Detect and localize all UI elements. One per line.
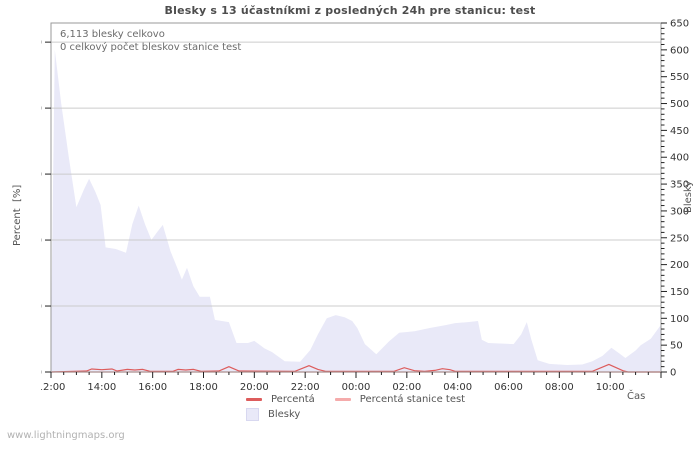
x-tick-label: 10:00 (596, 382, 625, 393)
y-right-tick-label: 300 (670, 206, 689, 217)
y-left-tick-label: 80 (41, 104, 42, 115)
y-left-tick-label: 0 (41, 368, 42, 379)
x-tick-label: 08:00 (545, 382, 574, 393)
y-right-axis-title: Blesky (683, 180, 694, 213)
x-tick-label: 00:00 (342, 382, 371, 393)
y-right-tick-label: 650 (670, 19, 689, 30)
y-right-tick-label: 350 (670, 180, 689, 191)
percenta-line-swatch (246, 398, 262, 401)
y-right-tick-label: 400 (670, 153, 689, 164)
y-left-tick-label: 20 (41, 302, 42, 313)
legend-item-percenta-stanice: Percentá stanice test (334, 394, 466, 405)
legend-label-blesky: Blesky (268, 409, 301, 420)
x-tick-label: 04:00 (443, 382, 472, 393)
x-tick-label: 06:00 (494, 382, 523, 393)
watermark-link: www.lightningmaps.org (7, 430, 125, 441)
legend-row-2: Blesky (246, 408, 300, 421)
x-tick-label: 18:00 (189, 382, 218, 393)
y-left-tick-label: 60 (41, 170, 42, 181)
y-left-tick-label: 100 (41, 38, 42, 49)
blesky-area-swatch (246, 408, 259, 421)
x-tick-label: 22:00 (291, 382, 320, 393)
legend-item-percenta: Percentá (246, 394, 315, 405)
legend-row-1: Percentá Percentá stanice test (246, 394, 465, 405)
y-left-axis-title: Percent [%] (12, 184, 23, 246)
x-axis-title: Čas (627, 391, 646, 402)
y-right-tick-label: 500 (670, 99, 689, 110)
x-tick-label: 20:00 (240, 382, 269, 393)
plot-svg: 0 20 40 60 80 100 0 50 100 150 200 250 300 350 400 450 5… (41, 19, 689, 394)
x-tick-label: 14:00 (87, 382, 116, 393)
y-right-tick-label: 100 (670, 314, 689, 325)
y-right-tick-label: 200 (670, 260, 689, 271)
chart-title: Blesky s 13 účastníkmi z posledných 24h … (164, 4, 536, 17)
x-tick-label: 02:00 (392, 382, 421, 393)
chart-annotations: 6,113 blesky celkovo 0 celkový počet ble… (60, 28, 241, 54)
x-tick-label: 16:00 (138, 382, 167, 393)
y-left-tick-label: 40 (41, 236, 42, 247)
percenta-line-series (50, 363, 661, 373)
legend-label-percenta: Percentá (271, 394, 315, 405)
legend-label-percenta-stanice: Percentá stanice test (359, 394, 466, 405)
station-total-annotation: 0 celkový počet bleskov stanice test (60, 42, 242, 53)
y-right-tick-label: 0 (670, 368, 676, 379)
legend-item-blesky: Blesky (246, 408, 300, 421)
y-right-tick-label: 450 (670, 126, 689, 137)
total-lightning-annotation: 6,113 blesky celkovo (60, 29, 165, 40)
percenta-stanice-line-swatch (334, 398, 351, 401)
y-right-tick-label: 150 (670, 287, 689, 298)
x-tick-label: 12:00 (41, 382, 65, 393)
y-right-tick-label: 50 (670, 341, 683, 352)
y-right-tick-label: 250 (670, 233, 689, 244)
y-right-tick-label: 600 (670, 45, 689, 56)
y-right-tick-label: 550 (670, 72, 689, 83)
blesky-area-series (51, 49, 661, 373)
